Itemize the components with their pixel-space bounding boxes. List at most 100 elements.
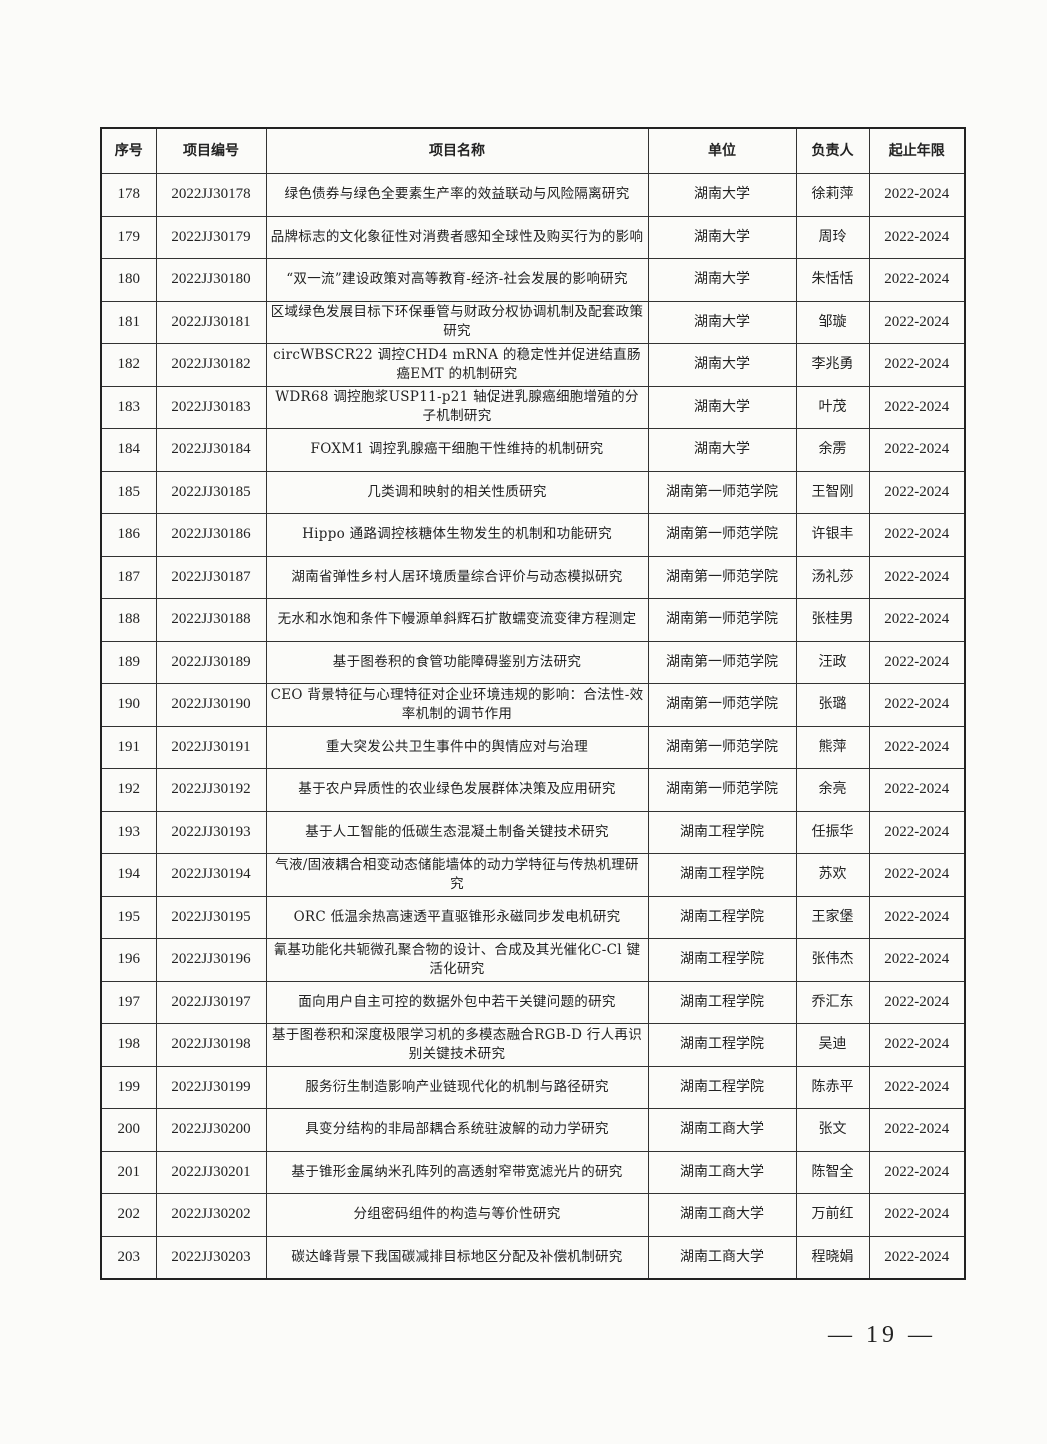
cell-project-name: 重大突发公共卫生事件中的舆情应对与治理 — [265, 725, 649, 769]
cell-period: 2022-2024 — [868, 343, 966, 387]
cell-unit: 湖南工程学院 — [647, 938, 797, 982]
table-row: 190 2022JJ30190 CEO 背景特征与心理特征对企业环境违规的影响：合法… — [100, 683, 966, 727]
cell-index: 202 — [100, 1193, 157, 1237]
cell-project-code: 2022JJ30198 — [155, 1023, 267, 1067]
cell-index: 181 — [100, 300, 157, 344]
cell-leader: 张璐 — [795, 683, 870, 727]
cell-index: 198 — [100, 1023, 157, 1067]
cell-period: 2022-2024 — [868, 385, 966, 429]
cell-project-name: WDR68 调控胞浆USP11-p21 轴促进乳腺癌细胞增殖的分子机制研究 — [265, 385, 649, 429]
cell-period: 2022-2024 — [868, 853, 966, 897]
table-row: 195 2022JJ30195 ORC 低温余热高速透平直驱锥形永磁同步发电机研究湖… — [100, 895, 966, 939]
cell-project-code: 2022JJ30199 — [155, 1065, 267, 1109]
cell-project-name: 品牌标志的文化象征性对消费者感知全球性及购买行为的影响 — [265, 215, 649, 259]
cell-leader: 吴迪 — [795, 1023, 870, 1067]
cell-unit: 湖南工商大学 — [647, 1108, 797, 1152]
cell-leader: 张桂男 — [795, 598, 870, 642]
cell-project-code: 2022JJ30196 — [155, 938, 267, 982]
cell-leader: 朱恬恬 — [795, 258, 870, 302]
cell-index: 184 — [100, 428, 157, 472]
cell-project-name: 基于农户异质性的农业绿色发展群体决策及应用研究 — [265, 768, 649, 812]
cell-leader: 张伟杰 — [795, 938, 870, 982]
cell-period: 2022-2024 — [868, 173, 966, 217]
cell-unit: 湖南第一师范学院 — [647, 768, 797, 812]
cell-leader: 许银丰 — [795, 513, 870, 557]
cell-index: 200 — [100, 1108, 157, 1152]
cell-unit: 湖南大学 — [647, 258, 797, 302]
cell-index: 197 — [100, 980, 157, 1024]
table-row: 199 2022JJ30199 服务衍生制造影响产业链现代化的机制与路径研究 湖南工程… — [100, 1065, 966, 1109]
cell-period: 2022-2024 — [868, 598, 966, 642]
cell-project-name: 服务衍生制造影响产业链现代化的机制与路径研究 — [265, 1065, 649, 1109]
page-number: — 19 — — [828, 1322, 936, 1348]
cell-project-code: 2022JJ30197 — [155, 980, 267, 1024]
table-row: 185 2022JJ30185 几类调和映射的相关性质研究 湖南第一师范学院 王智刚 20… — [100, 470, 966, 514]
cell-project-name: 区域绿色发展目标下环保垂管与财政分权协调机制及配套政策研究 — [265, 300, 649, 344]
cell-leader: 乔汇东 — [795, 980, 870, 1024]
cell-unit: 湖南工商大学 — [647, 1193, 797, 1237]
cell-project-code: 2022JJ30183 — [155, 385, 267, 429]
table-row: 181 2022JJ30181 区域绿色发展目标下环保垂管与财政分权协调机制及配套政… — [100, 300, 966, 344]
cell-period: 2022-2024 — [868, 1065, 966, 1109]
cell-period: 2022-2024 — [868, 428, 966, 472]
cell-project-name: 气液/固液耦合相变动态储能墙体的动力学特征与传热机理研究 — [265, 853, 649, 897]
cell-period: 2022-2024 — [868, 895, 966, 939]
header-unit: 单位 — [647, 127, 797, 174]
cell-project-name: 无水和水饱和条件下幔源单斜辉石扩散蠕变流变律方程测定 — [265, 598, 649, 642]
cell-period: 2022-2024 — [868, 300, 966, 344]
cell-index: 188 — [100, 598, 157, 642]
cell-leader: 熊萍 — [795, 725, 870, 769]
cell-index: 199 — [100, 1065, 157, 1109]
cell-unit: 湖南第一师范学院 — [647, 598, 797, 642]
table-row: 193 2022JJ30193 基于人工智能的低碳生态混凝土制备关键技术研究 湖南工程… — [100, 810, 966, 854]
cell-project-code: 2022JJ30180 — [155, 258, 267, 302]
cell-project-name: CEO 背景特征与心理特征对企业环境违规的影响：合法性-效率机制的调节作用 — [265, 683, 649, 727]
cell-project-code: 2022JJ30194 — [155, 853, 267, 897]
cell-project-name: FOXM1 调控乳腺癌干细胞干性维持的机制研究 — [265, 428, 649, 472]
table-row: 196 2022JJ30196 氰基功能化共轭微孔聚合物的设计、合成及其光催化C-C… — [100, 938, 966, 982]
cell-index: 203 — [100, 1235, 157, 1280]
cell-unit: 湖南工程学院 — [647, 895, 797, 939]
cell-unit: 湖南工程学院 — [647, 1023, 797, 1067]
cell-project-name: 具变分结构的非局部耦合系统驻波解的动力学研究 — [265, 1108, 649, 1152]
table-row: 191 2022JJ30191 重大突发公共卫生事件中的舆情应对与治理 湖南第一师范学… — [100, 725, 966, 769]
cell-unit: 湖南第一师范学院 — [647, 555, 797, 599]
cell-leader: 任振华 — [795, 810, 870, 854]
cell-period: 2022-2024 — [868, 683, 966, 727]
cell-leader: 周玲 — [795, 215, 870, 259]
cell-leader: 陈智全 — [795, 1150, 870, 1194]
cell-unit: 湖南工商大学 — [647, 1150, 797, 1194]
cell-leader: 徐莉萍 — [795, 173, 870, 217]
cell-project-code: 2022JJ30186 — [155, 513, 267, 557]
cell-project-name: 基于人工智能的低碳生态混凝土制备关键技术研究 — [265, 810, 649, 854]
cell-index: 187 — [100, 555, 157, 599]
cell-project-code: 2022JJ30200 — [155, 1108, 267, 1152]
cell-unit: 湖南大学 — [647, 428, 797, 472]
table-row: 184 2022JJ30184 FOXM1 调控乳腺癌干细胞干性维持的机制研究 湖南大… — [100, 428, 966, 472]
cell-period: 2022-2024 — [868, 1150, 966, 1194]
cell-project-name: 分组密码组件的构造与等价性研究 — [265, 1193, 649, 1237]
cell-index: 179 — [100, 215, 157, 259]
cell-project-name: ORC 低温余热高速透平直驱锥形永磁同步发电机研究 — [265, 895, 649, 939]
table-row: 178 2022JJ30178 绿色债券与绿色全要素生产率的效益联动与风险隔离研究湖… — [100, 173, 966, 217]
table-row: 200 2022JJ30200 具变分结构的非局部耦合系统驻波解的动力学研究 湖南工商… — [100, 1108, 966, 1152]
cell-period: 2022-2024 — [868, 513, 966, 557]
cell-project-code: 2022JJ30189 — [155, 640, 267, 684]
cell-unit: 湖南大学 — [647, 215, 797, 259]
cell-index: 192 — [100, 768, 157, 812]
cell-leader: 李兆勇 — [795, 343, 870, 387]
cell-project-code: 2022JJ30188 — [155, 598, 267, 642]
cell-unit: 湖南工程学院 — [647, 853, 797, 897]
cell-period: 2022-2024 — [868, 640, 966, 684]
cell-unit: 湖南工程学院 — [647, 980, 797, 1024]
cell-leader: 汪政 — [795, 640, 870, 684]
cell-project-code: 2022JJ30195 — [155, 895, 267, 939]
header-project-name: 项目名称 — [265, 127, 649, 174]
cell-project-code: 2022JJ30182 — [155, 343, 267, 387]
cell-project-name: 绿色债券与绿色全要素生产率的效益联动与风险隔离研究 — [265, 173, 649, 217]
cell-unit: 湖南工商大学 — [647, 1235, 797, 1280]
cell-project-code: 2022JJ30190 — [155, 683, 267, 727]
cell-index: 183 — [100, 385, 157, 429]
cell-unit: 湖南大学 — [647, 173, 797, 217]
cell-leader: 汤礼莎 — [795, 555, 870, 599]
